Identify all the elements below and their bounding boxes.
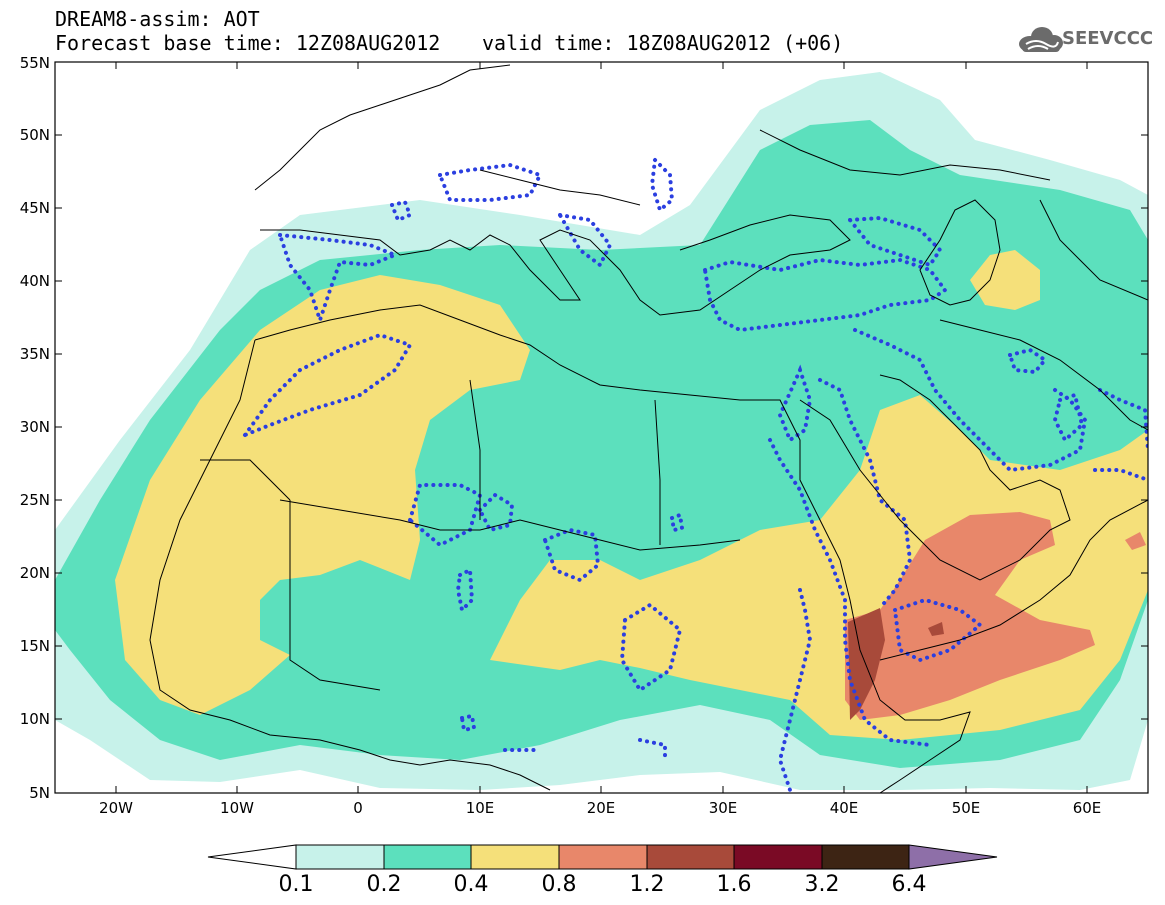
colorbar-label: 0.4	[453, 872, 489, 897]
map-title: DREAM8-assim: AOT	[55, 7, 260, 31]
contour-line	[477, 492, 515, 533]
lat-label: 15N	[19, 637, 50, 655]
forecast-base-time: Forecast base time: 12Z08AUG2012	[55, 31, 441, 55]
contour-line	[1007, 347, 1048, 375]
colorbar-label: 1.6	[716, 872, 752, 897]
contour-line	[239, 332, 413, 440]
coastline-caspian	[919, 199, 1001, 306]
aot-band-0.4-west	[115, 275, 530, 715]
coastline-africa-west	[149, 339, 551, 791]
lon-label: 40E	[829, 799, 859, 817]
colorbar-segment	[383, 844, 472, 870]
coastline-arabia	[799, 374, 1071, 581]
lon-label: 50E	[951, 799, 981, 817]
lat-label: 50N	[19, 126, 50, 144]
colorbar-segment	[470, 844, 560, 870]
coastline-europe-north	[254, 64, 511, 191]
colorbar-segment-under	[207, 844, 297, 870]
colorbar-segment	[558, 844, 648, 870]
border-line	[759, 129, 1051, 181]
border-line	[279, 499, 741, 551]
valid-time: valid time: 18Z08AUG2012 (+06)	[482, 31, 844, 55]
colorbar-segment	[821, 844, 910, 870]
contour-line	[389, 199, 413, 223]
colorbar	[207, 844, 998, 870]
lon-label: 0	[353, 799, 363, 817]
colorbar-label: 0.2	[366, 872, 402, 897]
contour-line	[455, 566, 475, 615]
contour-line	[1093, 468, 1148, 482]
colorbar-label: 3.2	[804, 872, 840, 897]
coastlines	[149, 64, 1148, 793]
colorbar-segment	[295, 844, 385, 870]
contour-line	[649, 155, 675, 214]
contour-line	[1052, 392, 1085, 444]
colorbar-segment-over	[908, 844, 998, 870]
contour-line	[459, 713, 477, 733]
coastline-africa	[254, 304, 971, 793]
lat-label: 40N	[19, 272, 50, 290]
border-line	[654, 399, 661, 545]
contour-line	[768, 438, 932, 747]
cloud-logo-icon	[1019, 27, 1063, 52]
contour-line	[853, 328, 1088, 473]
border-line	[289, 500, 381, 691]
lon-label: 20E	[586, 799, 616, 817]
lon-label: 20W	[99, 799, 133, 817]
contour-line	[702, 257, 948, 333]
contour-line	[638, 738, 667, 762]
lon-label: 10W	[220, 799, 254, 817]
lon-label: 30E	[708, 799, 738, 817]
coastline-arabia-south	[879, 499, 1148, 661]
aot-band-1.2-spot	[928, 622, 944, 636]
lat-label: 55N	[19, 54, 50, 72]
axis-ticks	[55, 61, 1148, 793]
aot-band-0.8-spot	[1125, 532, 1146, 550]
border-line	[1039, 199, 1148, 301]
colorbar-segment	[733, 844, 823, 870]
aot-band-0.4-caspian	[970, 250, 1040, 310]
colorbar-label: 6.4	[891, 872, 927, 897]
coastline-persia	[939, 319, 1148, 431]
contour-line	[437, 162, 543, 202]
contour-line	[619, 602, 683, 693]
contour-line	[846, 215, 943, 268]
colorbar-label: 1.2	[629, 872, 665, 897]
lon-label: 60E	[1072, 799, 1102, 817]
contour-line	[777, 588, 813, 792]
logo-text: SEEVCCC	[1062, 28, 1154, 49]
contour-line	[669, 512, 685, 533]
contour-line	[277, 232, 401, 327]
contour-line	[818, 378, 913, 610]
contour-line	[892, 597, 984, 663]
lon-label: 10E	[465, 799, 495, 817]
colorbar-segment	[646, 844, 735, 870]
border-line	[479, 169, 641, 206]
lat-label: 20N	[19, 564, 50, 582]
lat-label: 25N	[19, 491, 50, 509]
coastline-europe	[260, 214, 851, 316]
border-line	[200, 459, 291, 501]
contour-line	[1098, 388, 1148, 452]
lat-label: 30N	[19, 418, 50, 436]
lat-label: 35N	[19, 345, 50, 363]
colorbar-label: 0.1	[278, 872, 314, 897]
colorbar-label: 0.8	[541, 872, 577, 897]
lat-label: 45N	[19, 199, 50, 217]
border-line	[469, 379, 481, 520]
lat-label: 5N	[29, 784, 50, 802]
contour-line	[542, 527, 601, 583]
lat-label: 10N	[19, 710, 50, 728]
